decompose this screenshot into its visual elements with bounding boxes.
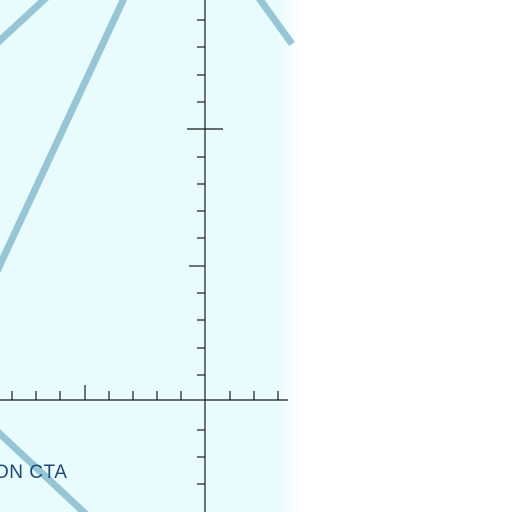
airway-line-3	[256, 0, 295, 47]
airway-line-1	[0, 0, 49, 46]
grid-axes	[0, 0, 288, 512]
vertical-ticks	[189, 19, 205, 485]
airspace-label: ON CTA	[0, 462, 68, 483]
airway-line-4	[0, 429, 89, 512]
chart-fade-edge	[250, 0, 302, 512]
chart-water-area	[0, 0, 250, 512]
airway-lines	[0, 0, 295, 512]
horizontal-ticks	[11, 385, 279, 400]
airway-line-2	[0, 0, 128, 274]
